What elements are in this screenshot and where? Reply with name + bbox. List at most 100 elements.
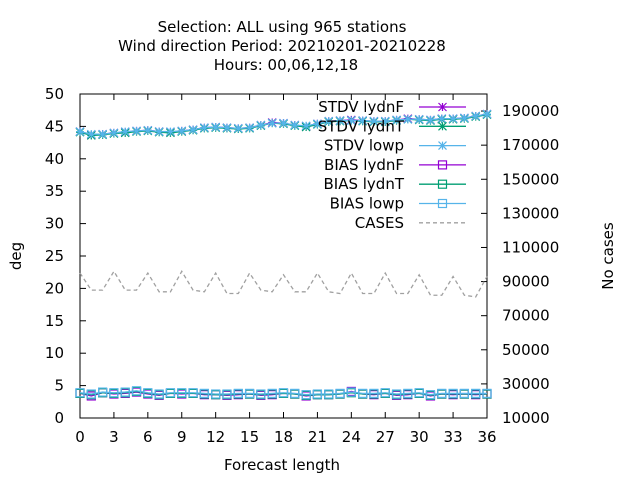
data-point: [222, 389, 232, 399]
data-point: [211, 122, 221, 132]
data-point: [437, 388, 447, 398]
data-point: [199, 123, 209, 133]
x-tick-label: 36: [477, 428, 496, 446]
y2-tick-label: 90000: [502, 273, 550, 291]
data-point: [369, 388, 379, 398]
x-tick-label: 33: [444, 428, 463, 446]
x-tick-label: 9: [177, 428, 187, 446]
data-point: [143, 388, 153, 398]
data-point: [188, 125, 198, 135]
legend-label: STDV lydnT: [318, 117, 405, 135]
data-point: [301, 121, 311, 131]
y-tick-label: 40: [45, 150, 64, 168]
y2-tick-label: 130000: [502, 204, 559, 222]
x-tick-label: 21: [308, 428, 327, 446]
data-point: [290, 120, 300, 130]
legend-marker: [438, 141, 447, 151]
x-tick-label: 30: [410, 428, 429, 446]
data-point: [414, 114, 424, 124]
data-point: [391, 389, 402, 399]
data-point: [131, 386, 142, 396]
legend-item: BIAS lowp: [330, 195, 466, 213]
data-point: [75, 127, 85, 137]
data-point: [369, 116, 379, 126]
y2-axis-label: No cases: [599, 222, 617, 290]
data-point: [132, 126, 141, 136]
data-point: [120, 127, 130, 137]
series-layer: [75, 109, 492, 401]
data-point: [86, 389, 96, 399]
data-point: [267, 388, 277, 398]
data-point: [165, 388, 176, 398]
legend-marker: [437, 198, 448, 209]
y-axis-ticks: 0 5 10 15 20 25 30 35 40 45 50: [45, 85, 86, 427]
data-point: [324, 116, 334, 126]
x-tick-label: 24: [342, 428, 361, 446]
data-point: [426, 115, 435, 125]
y-tick-label: 5: [54, 377, 64, 395]
x-tick-label: 15: [240, 428, 259, 446]
data-point: [222, 123, 232, 133]
y-tick-label: 25: [45, 247, 64, 265]
data-point: [233, 388, 243, 398]
data-point: [199, 388, 209, 398]
data-point: [177, 388, 187, 398]
legend-marker: [437, 179, 448, 189]
chart-title: Selection: ALL using 965 stations Wind d…: [118, 18, 446, 74]
data-point: [75, 388, 85, 398]
x-tick-label: 0: [75, 428, 85, 446]
data-point: [335, 388, 345, 398]
data-point: [425, 390, 436, 400]
data-point: [403, 388, 413, 398]
data-point: [86, 129, 96, 139]
y-axis-label: deg: [7, 242, 25, 270]
series-cases: [79, 270, 488, 298]
y-tick-label: 15: [45, 312, 64, 330]
legend-item: STDV lowp: [324, 137, 466, 155]
x-axis-ticks: 0 3 6 9 12 15 18 21 24 27 30 33 36: [75, 94, 497, 446]
data-point: [482, 388, 492, 398]
data-point: [154, 389, 164, 399]
legend-item: CASES: [355, 214, 466, 232]
y-tick-label: 20: [45, 279, 64, 297]
data-point: [233, 123, 243, 133]
data-point: [166, 127, 175, 137]
y2-tick-label: 10000: [502, 409, 550, 427]
data-point: [403, 114, 413, 124]
x-tick-label: 3: [109, 428, 119, 446]
data-point: [211, 389, 221, 399]
data-point: [459, 113, 469, 123]
y-tick-label: 45: [45, 117, 64, 135]
legend-label: BIAS lowp: [330, 195, 404, 213]
title-line-1: Selection: ALL using 965 stations: [158, 18, 407, 36]
data-point: [482, 109, 492, 119]
legend-label: STDV lydnF: [318, 98, 404, 116]
legend-item: STDV lydnF: [318, 98, 466, 116]
legend-item: BIAS lydnT: [323, 175, 466, 193]
y2-tick-label: 70000: [502, 307, 550, 325]
y-tick-label: 50: [45, 85, 64, 103]
data-point: [448, 388, 458, 398]
y2-tick-label: 30000: [502, 375, 550, 393]
x-tick-label: 27: [376, 428, 395, 446]
title-line-2: Wind direction Period: 20210201-20210228: [118, 37, 446, 55]
legend-marker: [437, 160, 448, 170]
data-point: [392, 115, 401, 125]
y2-tick-label: 110000: [502, 238, 559, 256]
x-tick-label: 12: [206, 428, 225, 446]
y-tick-label: 10: [45, 344, 64, 362]
data-point: [278, 388, 289, 398]
legend-label: BIAS lydnT: [323, 175, 404, 193]
data-point: [459, 388, 469, 398]
data-point: [312, 389, 323, 399]
data-point: [109, 128, 119, 138]
data-point: [324, 389, 334, 399]
plot-area-frame: [79, 93, 488, 419]
data-point: [301, 390, 311, 400]
legend-item: STDV lydnT: [318, 117, 466, 135]
data-point: [346, 116, 356, 125]
data-point: [335, 116, 345, 125]
y2-tick-label: 50000: [502, 341, 550, 359]
data-point: [109, 388, 119, 398]
